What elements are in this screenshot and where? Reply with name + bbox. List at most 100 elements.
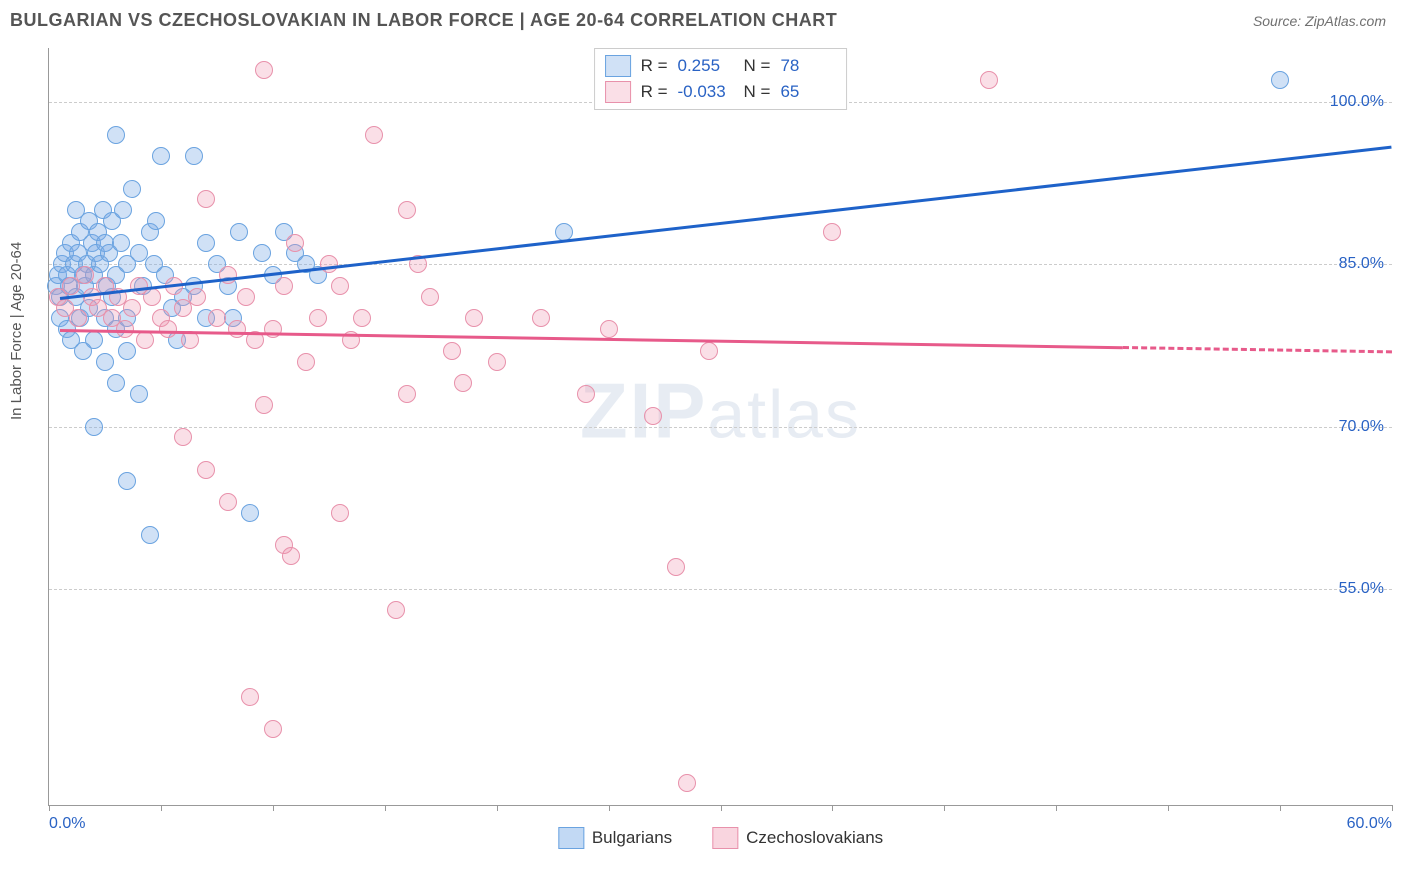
scatter-point — [69, 309, 87, 327]
scatter-point — [255, 396, 273, 414]
n-value: 78 — [780, 56, 836, 76]
x-tick — [385, 805, 386, 811]
scatter-point — [465, 309, 483, 327]
correlation-legend: R =0.255N =78R =-0.033N =65 — [594, 48, 848, 110]
scatter-point — [141, 526, 159, 544]
y-tick-label: 85.0% — [1339, 255, 1384, 273]
scatter-point — [398, 201, 416, 219]
scatter-point — [365, 126, 383, 144]
scatter-point — [130, 385, 148, 403]
scatter-point — [488, 353, 506, 371]
r-value: 0.255 — [678, 56, 734, 76]
scatter-point — [188, 288, 206, 306]
scatter-point — [353, 309, 371, 327]
trend-line — [60, 329, 1123, 349]
x-tick-label: 60.0% — [1347, 815, 1392, 833]
scatter-point — [667, 558, 685, 576]
scatter-point — [208, 309, 226, 327]
x-tick — [609, 805, 610, 811]
x-tick — [161, 805, 162, 811]
scatter-point — [297, 353, 315, 371]
scatter-point — [237, 288, 255, 306]
scatter-point — [112, 234, 130, 252]
scatter-point — [197, 234, 215, 252]
scatter-point — [174, 428, 192, 446]
scatter-point — [286, 234, 304, 252]
x-tick — [273, 805, 274, 811]
scatter-point — [118, 342, 136, 360]
chart-header: BULGARIAN VS CZECHOSLOVAKIAN IN LABOR FO… — [0, 0, 1406, 35]
trend-line — [1123, 346, 1392, 353]
n-value: 65 — [780, 82, 836, 102]
scatter-point — [980, 71, 998, 89]
x-tick — [1392, 805, 1393, 811]
scatter-point — [67, 201, 85, 219]
scatter-point — [454, 374, 472, 392]
scatter-point — [230, 223, 248, 241]
scatter-point — [118, 472, 136, 490]
chart-source: Source: ZipAtlas.com — [1253, 13, 1386, 29]
scatter-point — [823, 223, 841, 241]
correlation-legend-row: R =0.255N =78 — [605, 53, 837, 79]
scatter-point — [387, 601, 405, 619]
scatter-point — [253, 244, 271, 262]
scatter-point — [197, 190, 215, 208]
series-legend: Bulgarians Czechoslovakians — [558, 827, 883, 849]
scatter-point — [107, 374, 125, 392]
scatter-point — [76, 266, 94, 284]
scatter-point — [331, 504, 349, 522]
scatter-point — [532, 309, 550, 327]
scatter-point — [152, 147, 170, 165]
scatter-point — [114, 201, 132, 219]
scatter-point — [700, 342, 718, 360]
scatter-point — [143, 288, 161, 306]
legend-swatch — [605, 55, 631, 77]
scatter-point — [219, 493, 237, 511]
scatter-point — [228, 320, 246, 338]
x-tick — [1168, 805, 1169, 811]
y-tick-label: 55.0% — [1339, 580, 1384, 598]
grid-line — [49, 589, 1392, 590]
correlation-legend-row: R =-0.033N =65 — [605, 79, 837, 105]
scatter-point — [577, 385, 595, 403]
scatter-point — [282, 547, 300, 565]
scatter-point — [159, 320, 177, 338]
scatter-point — [678, 774, 696, 792]
scatter-point — [136, 331, 154, 349]
scatter-point — [421, 288, 439, 306]
legend-label: Czechoslovakians — [746, 828, 883, 848]
scatter-point — [96, 353, 114, 371]
series-legend-item: Bulgarians — [558, 827, 672, 849]
scatter-point — [255, 61, 273, 79]
chart-title: BULGARIAN VS CZECHOSLOVAKIAN IN LABOR FO… — [10, 10, 837, 31]
scatter-point — [123, 180, 141, 198]
x-tick — [944, 805, 945, 811]
n-label: N = — [744, 82, 771, 102]
legend-label: Bulgarians — [592, 828, 672, 848]
scatter-point — [398, 385, 416, 403]
scatter-point — [107, 126, 125, 144]
x-tick — [1056, 805, 1057, 811]
y-axis-label: In Labor Force | Age 20-64 — [8, 242, 25, 420]
scatter-point — [320, 255, 338, 273]
scatter-point — [147, 212, 165, 230]
x-tick-label: 0.0% — [49, 815, 85, 833]
grid-line — [49, 427, 1392, 428]
n-label: N = — [744, 56, 771, 76]
scatter-point — [600, 320, 618, 338]
scatter-point — [241, 688, 259, 706]
watermark: ZIPatlas — [580, 366, 861, 457]
chart-plot-area: ZIPatlas 55.0%70.0%85.0%100.0%0.0%60.0%R… — [48, 48, 1392, 806]
legend-swatch — [605, 81, 631, 103]
y-tick-label: 100.0% — [1330, 93, 1384, 111]
r-label: R = — [641, 82, 668, 102]
scatter-point — [197, 461, 215, 479]
scatter-point — [309, 309, 327, 327]
scatter-point — [1271, 71, 1289, 89]
x-tick — [1280, 805, 1281, 811]
watermark-rest: atlas — [707, 377, 861, 453]
y-tick-label: 70.0% — [1339, 418, 1384, 436]
x-tick — [49, 805, 50, 811]
scatter-point — [74, 342, 92, 360]
scatter-point — [185, 147, 203, 165]
